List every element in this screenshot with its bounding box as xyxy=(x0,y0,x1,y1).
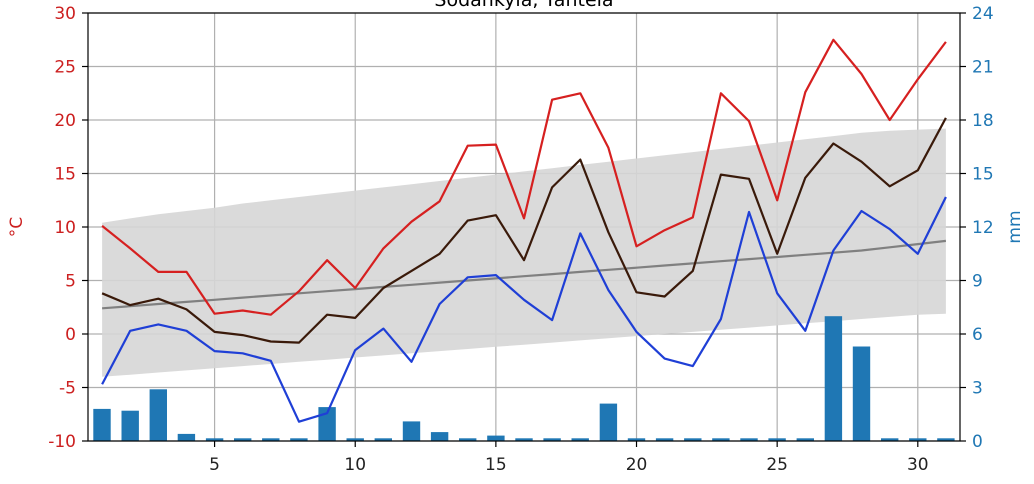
right-tick-label: 12 xyxy=(972,218,994,238)
series-line-mean xyxy=(101,117,947,344)
y-axis-label-right: mm xyxy=(1005,210,1025,243)
x-tick-label: 30 xyxy=(907,455,929,475)
right-tick-label: 3 xyxy=(972,379,983,399)
y-axis-label-left: °C xyxy=(7,217,27,237)
precip-bar xyxy=(881,438,899,441)
right-tick-label: 0 xyxy=(972,432,983,452)
left-tick-label: 20 xyxy=(54,111,76,131)
series-line-max xyxy=(101,38,947,316)
x-tick-label: 10 xyxy=(344,455,366,475)
precip-bar xyxy=(740,438,758,441)
precip-bar xyxy=(824,316,843,441)
precip-bar xyxy=(655,438,674,441)
precip-bar xyxy=(121,410,139,441)
chart-title: Sodankylä, Tähtelä xyxy=(434,0,613,11)
right-tick-label: 18 xyxy=(972,111,994,131)
precip-bar xyxy=(599,403,618,441)
series-line-normal xyxy=(102,239,947,310)
left-tick-label: -5 xyxy=(59,379,76,399)
precip-bar xyxy=(712,438,730,441)
x-tick-label: 20 xyxy=(626,455,648,475)
series-line-min xyxy=(101,196,947,423)
precip-bar xyxy=(93,408,111,441)
left-tick-label: 10 xyxy=(54,218,76,238)
precip-bar xyxy=(346,438,364,441)
left-tick-label: 15 xyxy=(54,165,76,185)
left-tick-label: 25 xyxy=(54,58,76,78)
precip-bar xyxy=(374,438,392,441)
precip-bar xyxy=(768,438,786,441)
right-tick-label: 9 xyxy=(972,272,983,292)
precip-bar xyxy=(149,389,167,441)
precip-bar xyxy=(937,438,955,441)
left-tick-label: 30 xyxy=(54,4,76,24)
precip-bar xyxy=(262,438,280,441)
x-tick-label: 15 xyxy=(485,455,507,475)
precip-bar xyxy=(205,438,224,441)
left-tick-label: -10 xyxy=(48,432,76,452)
precip-bar xyxy=(177,433,196,441)
precip-bar xyxy=(459,438,477,441)
x-tick-label: 25 xyxy=(766,455,788,475)
right-tick-label: 21 xyxy=(972,58,994,78)
precip-bar xyxy=(684,438,702,441)
precip-bar xyxy=(627,438,646,441)
precip-bar xyxy=(852,346,871,441)
precip-bar xyxy=(543,438,561,441)
right-tick-label: 6 xyxy=(972,325,983,345)
precip-bar xyxy=(430,432,449,441)
precip-bar xyxy=(515,438,533,441)
x-tick-label: 5 xyxy=(209,455,220,475)
left-tick-label: 5 xyxy=(65,272,76,292)
right-tick-label: 15 xyxy=(972,165,994,185)
precip-bar xyxy=(796,438,814,441)
precip-bar xyxy=(909,438,927,441)
precip-bar xyxy=(487,435,505,441)
right-tick-label: 24 xyxy=(972,4,994,24)
precip-bar xyxy=(234,438,252,441)
precip-bar xyxy=(290,438,308,441)
normal-range-band xyxy=(102,128,946,377)
precip-bar xyxy=(571,438,589,441)
precip-bar xyxy=(402,421,421,441)
left-tick-label: 0 xyxy=(65,325,76,345)
